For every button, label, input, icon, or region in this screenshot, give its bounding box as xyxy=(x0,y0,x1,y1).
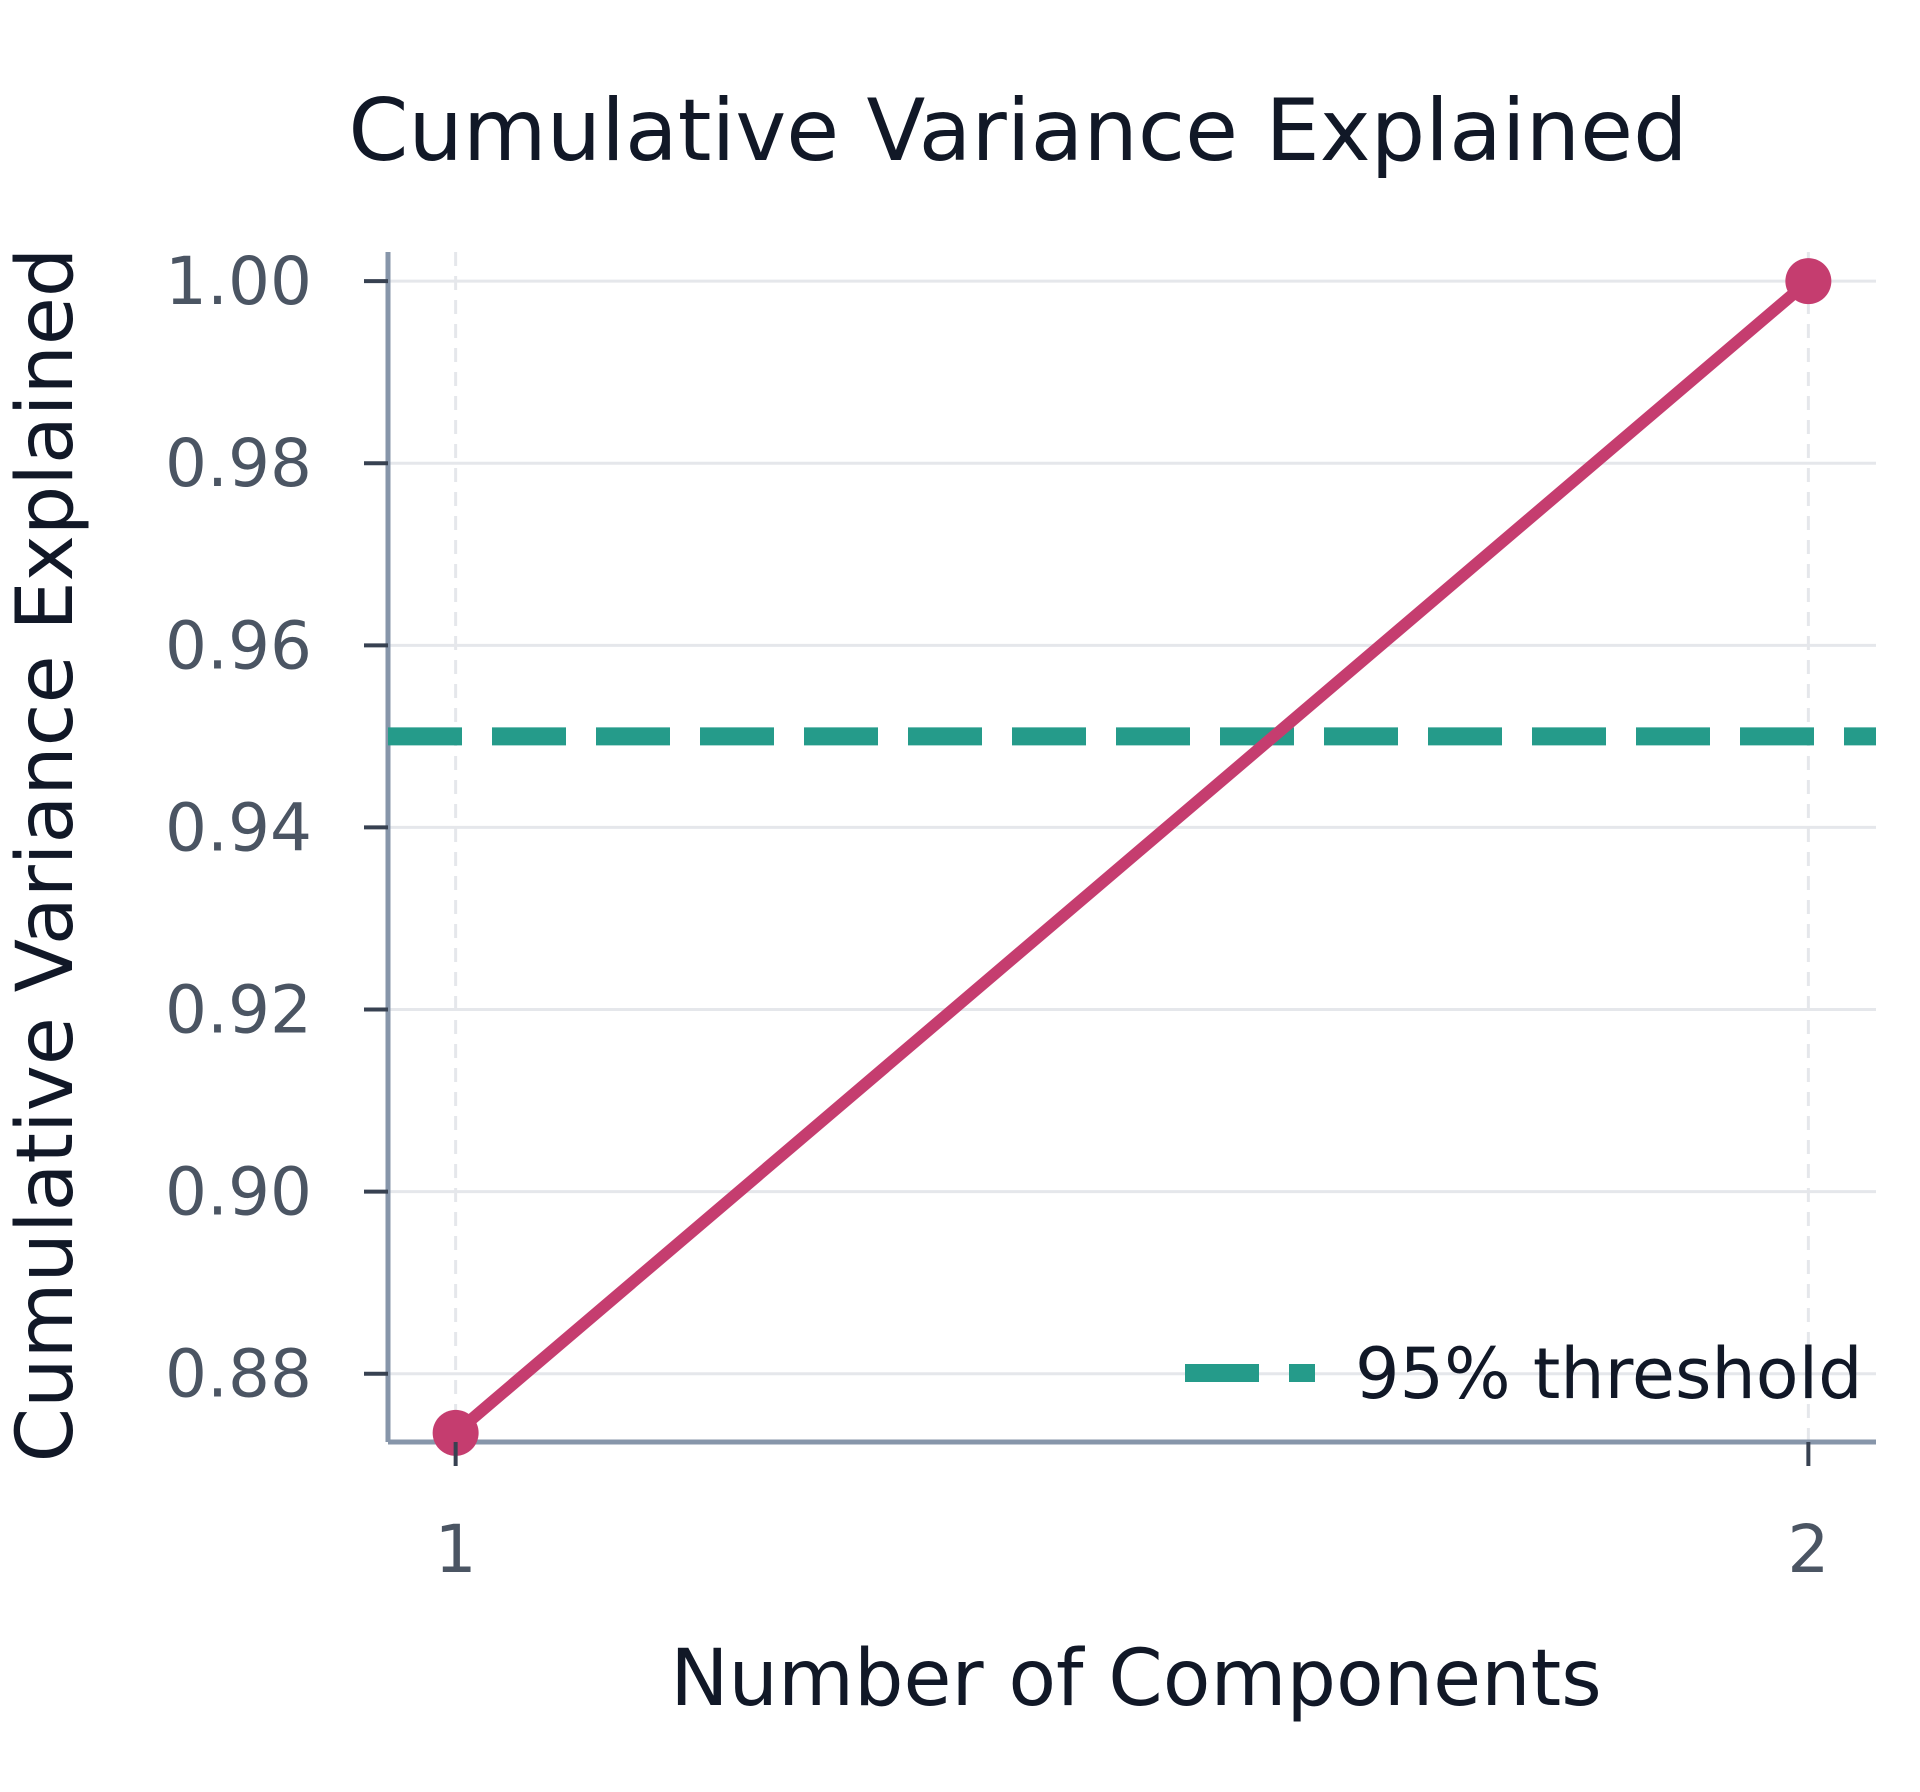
y-tick-label: 0.96 xyxy=(165,607,312,684)
grid xyxy=(388,252,1876,1442)
series-layer xyxy=(432,258,1832,1456)
axes xyxy=(385,252,1876,1445)
y-tick-label: 0.88 xyxy=(165,1336,312,1413)
y-tick-label: 0.90 xyxy=(165,1154,312,1231)
legend-label: 95% threshold xyxy=(1355,1333,1863,1415)
y-tick-label: 0.98 xyxy=(165,425,312,502)
legend: 95% threshold xyxy=(1185,1333,1863,1415)
x-tick-label: 2 xyxy=(1787,1511,1829,1588)
y-tick-label: 0.94 xyxy=(165,789,312,866)
y-tick-label: 1.00 xyxy=(165,243,312,320)
chart-title: Cumulative Variance Explained xyxy=(348,81,1687,181)
x-tick-label: 1 xyxy=(435,1511,477,1588)
data-point xyxy=(432,1409,479,1456)
ticks-layer: 0.88 0.90 0.92 0.94 0.96 0.98 1.00 1 2 xyxy=(165,243,1829,1588)
data-point xyxy=(1785,258,1832,305)
y-tick-label: 0.92 xyxy=(165,972,312,1049)
y-axis-label: Cumulative Variance Explained xyxy=(1,248,91,1463)
series-line xyxy=(449,275,1815,1439)
x-axis-label: Number of Components xyxy=(670,1634,1602,1724)
